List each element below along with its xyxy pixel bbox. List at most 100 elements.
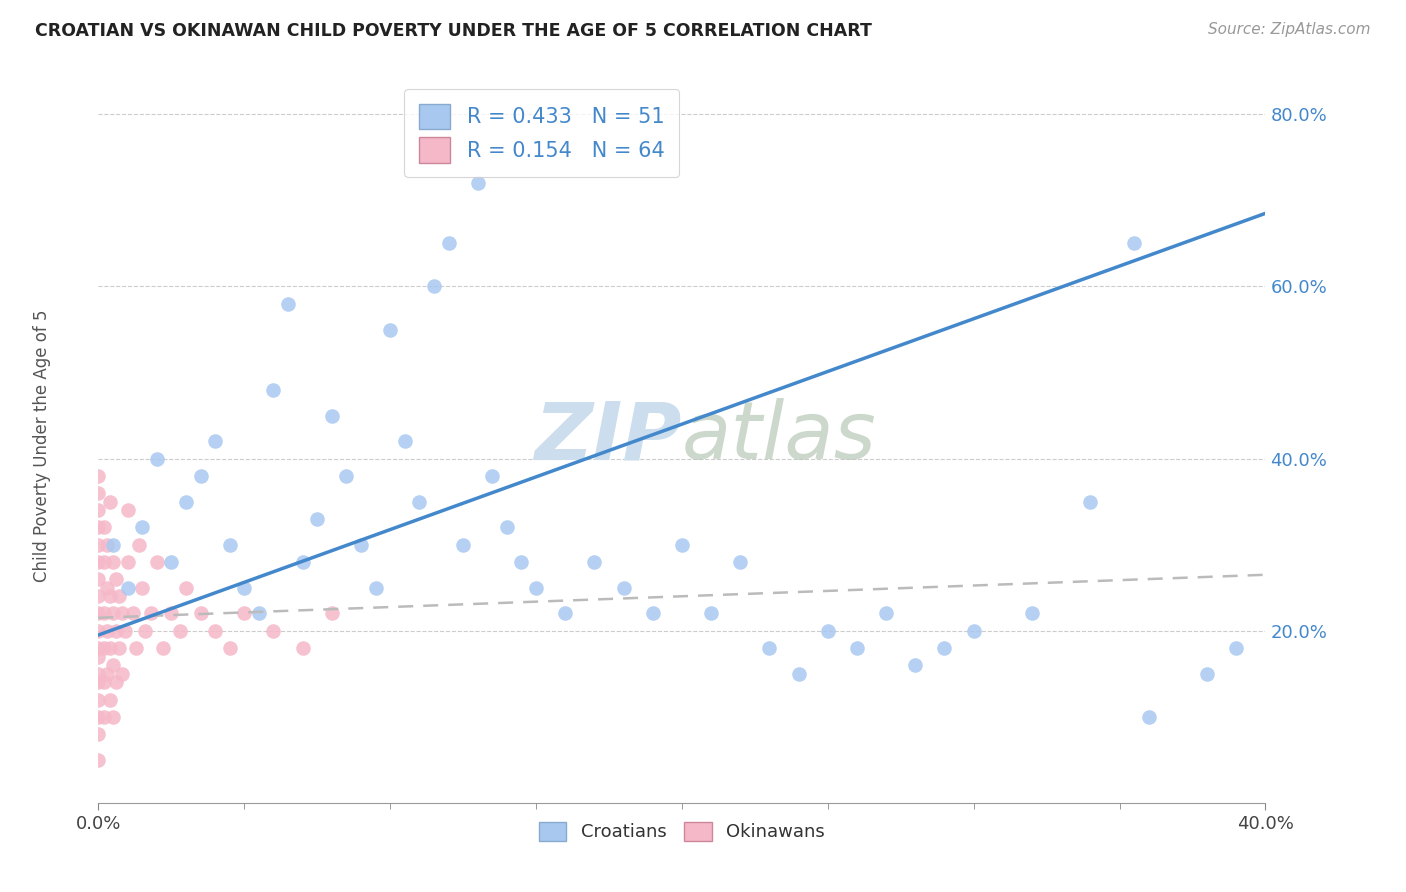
Point — [262, 624, 284, 638]
Point — [451, 538, 474, 552]
Point — [408, 494, 430, 508]
Text: atlas: atlas — [682, 398, 877, 476]
Point — [139, 607, 162, 621]
Point — [1080, 494, 1102, 508]
Point — [152, 640, 174, 655]
Point — [350, 538, 373, 552]
Point — [160, 555, 183, 569]
Point — [423, 279, 446, 293]
Point — [437, 236, 460, 251]
Point — [87, 666, 110, 681]
Point — [117, 581, 139, 595]
Point — [87, 692, 110, 706]
Point — [380, 322, 402, 336]
Point — [321, 607, 343, 621]
Point — [204, 434, 226, 449]
Point — [87, 468, 110, 483]
Point — [101, 555, 124, 569]
Point — [583, 555, 606, 569]
Point — [98, 692, 121, 706]
Point — [190, 468, 212, 483]
Point — [394, 434, 416, 449]
Point — [87, 624, 110, 638]
Point — [87, 486, 110, 500]
Point — [934, 640, 956, 655]
Point — [160, 607, 183, 621]
Text: CROATIAN VS OKINAWAN CHILD POVERTY UNDER THE AGE OF 5 CORRELATION CHART: CROATIAN VS OKINAWAN CHILD POVERTY UNDER… — [35, 22, 872, 40]
Point — [218, 640, 240, 655]
Point — [96, 581, 118, 595]
Point — [291, 640, 314, 655]
Point — [218, 538, 240, 552]
Point — [1021, 607, 1043, 621]
Point — [204, 624, 226, 638]
Point — [101, 658, 124, 673]
Point — [131, 520, 153, 534]
Point — [190, 607, 212, 621]
Point — [1123, 236, 1146, 251]
Point — [875, 607, 897, 621]
Point — [146, 555, 169, 569]
Point — [758, 640, 780, 655]
Point — [96, 666, 118, 681]
Point — [96, 624, 118, 638]
Point — [96, 538, 118, 552]
Point — [291, 555, 314, 569]
Point — [554, 607, 576, 621]
Point — [730, 555, 752, 569]
Point — [87, 589, 110, 603]
Point — [117, 555, 139, 569]
Point — [98, 589, 121, 603]
Point — [307, 512, 329, 526]
Point — [111, 607, 134, 621]
Point — [787, 666, 810, 681]
Point — [108, 640, 131, 655]
Point — [467, 176, 489, 190]
Point — [104, 675, 127, 690]
Point — [122, 607, 145, 621]
Point — [128, 538, 150, 552]
Point — [87, 555, 110, 569]
Point — [510, 555, 533, 569]
Point — [101, 607, 124, 621]
Point — [1225, 640, 1247, 655]
Text: Child Poverty Under the Age of 5: Child Poverty Under the Age of 5 — [34, 310, 51, 582]
Point — [134, 624, 156, 638]
Point — [87, 710, 110, 724]
Point — [174, 494, 197, 508]
Text: ZIP: ZIP — [534, 398, 682, 476]
Point — [1137, 710, 1160, 724]
Point — [87, 503, 110, 517]
Point — [169, 624, 191, 638]
Point — [93, 607, 115, 621]
Point — [87, 572, 110, 586]
Point — [87, 649, 110, 664]
Point — [101, 538, 124, 552]
Point — [146, 451, 169, 466]
Point — [93, 520, 115, 534]
Point — [174, 581, 197, 595]
Point — [233, 581, 256, 595]
Point — [247, 607, 270, 621]
Point — [700, 607, 723, 621]
Point — [496, 520, 519, 534]
Point — [98, 640, 121, 655]
Point — [131, 581, 153, 595]
Point — [98, 494, 121, 508]
Point — [87, 607, 110, 621]
Point — [87, 640, 110, 655]
Point — [87, 753, 110, 767]
Point — [641, 607, 664, 621]
Point — [335, 468, 357, 483]
Point — [104, 572, 127, 586]
Point — [846, 640, 869, 655]
Text: Source: ZipAtlas.com: Source: ZipAtlas.com — [1208, 22, 1371, 37]
Point — [93, 555, 115, 569]
Point — [93, 675, 115, 690]
Point — [101, 710, 124, 724]
Point — [364, 581, 387, 595]
Point — [671, 538, 693, 552]
Point — [93, 710, 115, 724]
Legend: Croatians, Okinawans: Croatians, Okinawans — [531, 814, 832, 848]
Point — [114, 624, 136, 638]
